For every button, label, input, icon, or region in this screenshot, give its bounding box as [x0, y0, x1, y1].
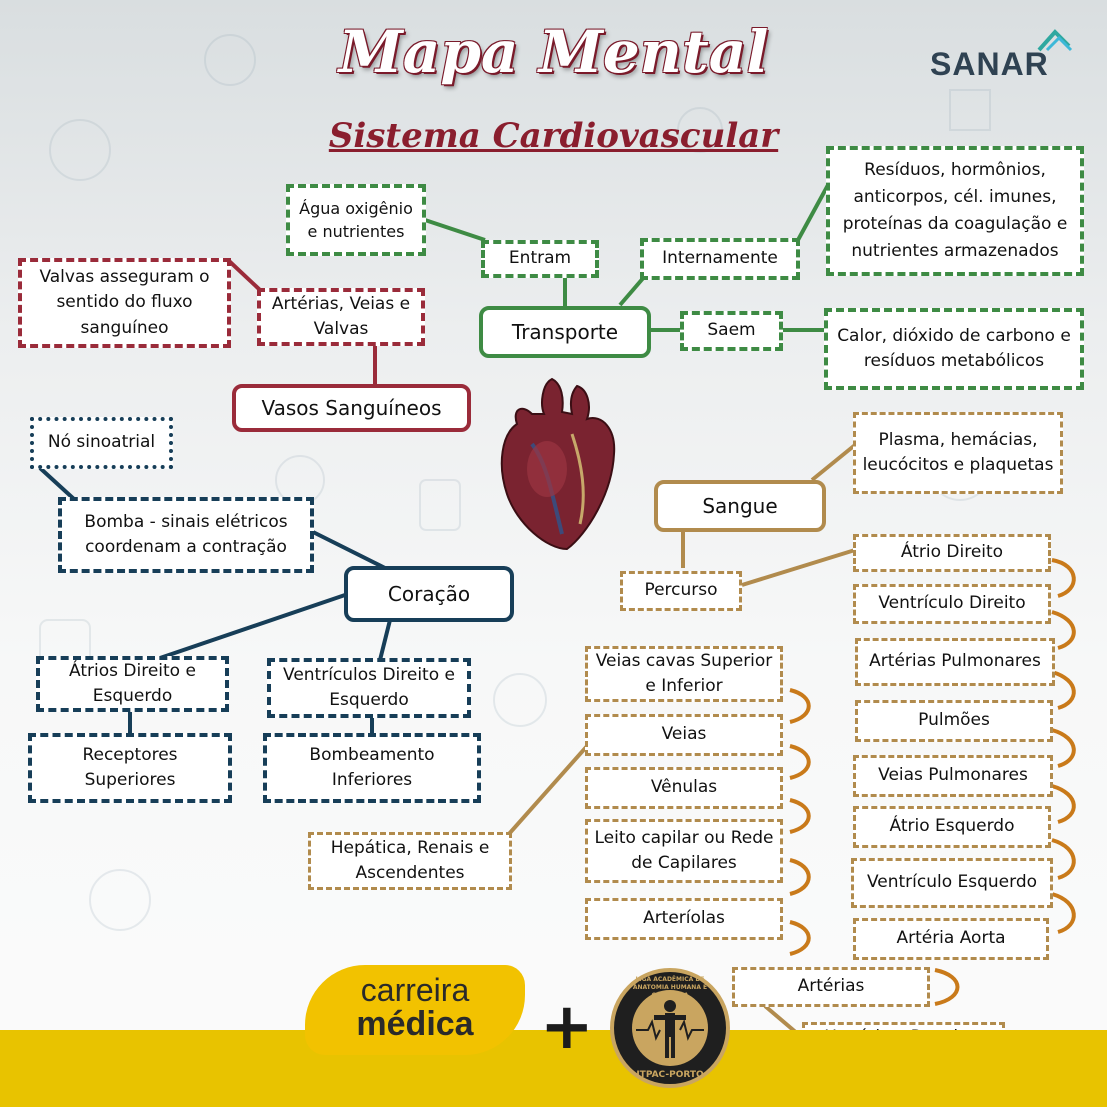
hepatica-asc-text: Hepática, Renais e Ascendentes	[330, 837, 490, 884]
agua-box: Água oxigênio e nutrientes	[286, 184, 426, 256]
arteriolas-box: Arteríolas	[585, 898, 783, 940]
plasma-box: Plasma, hemácias, leucócitos e plaquetas	[853, 412, 1063, 494]
veias-cavas-box: Veias cavas Superior e Inferior	[585, 646, 783, 702]
pulmoes-text: Pulmões	[918, 710, 990, 731]
bomba-text: Bomba - sinais elétricos coordenam a con…	[84, 511, 288, 558]
atrios-box: Átrios Direito e Esquerdo	[36, 656, 229, 712]
pulmoes-box: Pulmões	[855, 700, 1053, 742]
arteriolas-text: Arteríolas	[643, 908, 725, 929]
atrio-esquerdo-box: Átrio Esquerdo	[853, 806, 1051, 848]
calor-box: Calor, dióxido de carbono e resíduos met…	[824, 308, 1084, 390]
veias-pulmonares-box: Veias Pulmonares	[853, 755, 1053, 797]
veias-pulmonares-text: Veias Pulmonares	[878, 765, 1028, 786]
bombeamento-text: Bombeamento Inferiores	[309, 744, 435, 791]
carreira-line1: carreira	[360, 972, 470, 1008]
sanar-leaf-icon	[1037, 29, 1073, 52]
entram-text: Entram	[508, 248, 572, 269]
coracao-text: Coração	[387, 582, 471, 606]
arterias-pulmonares-box: Artérias Pulmonares	[855, 638, 1055, 686]
percurso-text: Percurso	[644, 580, 718, 601]
veias-cavas-text: Veias cavas Superior e Inferior	[595, 650, 773, 697]
arterias-veias-text: Artérias, Veias e Valvas	[271, 293, 411, 340]
transporte-text: Transporte	[511, 320, 619, 344]
arterias-box: Artérias	[732, 967, 930, 1007]
anatomy-figure-icon	[636, 1000, 704, 1058]
ventriculos-text: Ventrículos Direito e Esquerdo	[283, 664, 455, 711]
plasma-text: Plasma, hemácias, leucócitos e plaquetas	[862, 429, 1054, 476]
residuos-box: Resíduos, hormônios, anticorpos, cél. im…	[826, 146, 1084, 276]
ventriculo-direito-text: Ventrículo Direito	[878, 593, 1026, 614]
saem-box: Saem	[680, 311, 783, 351]
arterias-text: Artérias	[797, 976, 865, 997]
bomba-box: Bomba - sinais elétricos coordenam a con…	[58, 497, 314, 573]
liga-seal-logo: LIGA ACADÊMICA DE ANATOMIA HUMANA E CIRÚ…	[610, 968, 730, 1088]
receptores-box: Receptores Superiores	[28, 733, 232, 803]
page-title: Mapa Mental	[338, 18, 769, 86]
valvas-text: Valvas asseguram o sentido do fluxo sang…	[39, 266, 210, 338]
internamente-text: Internamente	[662, 248, 778, 269]
sanar-logo: SANAR	[930, 29, 1073, 83]
internamente-box: Internamente	[640, 238, 800, 280]
ventriculo-esquerdo-text: Ventrículo Esquerdo	[866, 872, 1038, 893]
vasos-text: Vasos Sanguíneos	[261, 396, 442, 420]
valvas-box: Valvas asseguram o sentido do fluxo sang…	[18, 258, 231, 348]
sanar-logo-text: SANAR	[930, 46, 1049, 82]
seal-bottom-text: ITPAC-PORTO	[636, 1070, 704, 1080]
entram-box: Entram	[481, 240, 599, 278]
ventriculos-box: Ventrículos Direito e Esquerdo	[267, 658, 471, 718]
percurso-box: Percurso	[620, 571, 742, 611]
veias-box: Veias	[585, 714, 783, 756]
venulas-text: Vênulas	[650, 777, 718, 798]
calor-text: Calor, dióxido de carbono e resíduos met…	[837, 325, 1071, 372]
arterias-pulmonares-text: Artérias Pulmonares	[869, 651, 1041, 672]
plus-sign: +	[540, 990, 594, 1064]
ventriculo-direito-box: Ventrículo Direito	[853, 584, 1051, 624]
leito-capilar-text: Leito capilar ou Rede de Capilares	[594, 827, 774, 874]
leito-capilar-box: Leito capilar ou Rede de Capilares	[585, 819, 783, 883]
page-subtitle: Sistema Cardiovascular	[328, 116, 779, 156]
bombeamento-box: Bombeamento Inferiores	[263, 733, 481, 803]
agua-text: Água oxigênio e nutrientes	[299, 198, 413, 241]
no-sinoatrial-text: Nó sinoatrial	[47, 432, 156, 453]
ventriculo-esquerdo-box: Ventrículo Esquerdo	[851, 858, 1053, 908]
hepatica-asc-box: Hepática, Renais e Ascendentes	[308, 832, 512, 890]
atrio-esquerdo-text: Átrio Esquerdo	[889, 816, 1015, 837]
transporte-box: Transporte	[479, 306, 651, 358]
footer-band	[0, 1030, 1107, 1107]
arteria-aorta-text: Artéria Aorta	[896, 928, 1006, 949]
seal-center	[632, 990, 708, 1066]
arteria-aorta-box: Artéria Aorta	[853, 918, 1049, 960]
atrio-direito-box: Átrio Direito	[853, 534, 1051, 572]
carreira-line2: médica	[356, 1005, 474, 1043]
arterias-veias-box: Artérias, Veias e Valvas	[257, 288, 425, 346]
residuos-text: Resíduos, hormônios, anticorpos, cél. im…	[842, 159, 1068, 262]
carreira-medica-logo: carreira médica	[305, 965, 525, 1055]
saem-text: Saem	[707, 320, 756, 341]
heart-illustration	[500, 377, 616, 551]
no-sinoatrial-box: Nó sinoatrial	[30, 417, 173, 469]
sangue-text: Sangue	[702, 494, 778, 518]
atrios-text: Átrios Direito e Esquerdo	[69, 660, 196, 707]
venulas-box: Vênulas	[585, 767, 783, 809]
atrio-direito-text: Átrio Direito	[900, 542, 1004, 563]
receptores-text: Receptores Superiores	[82, 744, 178, 791]
vasos-box: Vasos Sanguíneos	[232, 384, 471, 432]
coracao-box: Coração	[344, 566, 514, 622]
veias-text: Veias	[661, 724, 707, 745]
sangue-box: Sangue	[654, 480, 826, 532]
